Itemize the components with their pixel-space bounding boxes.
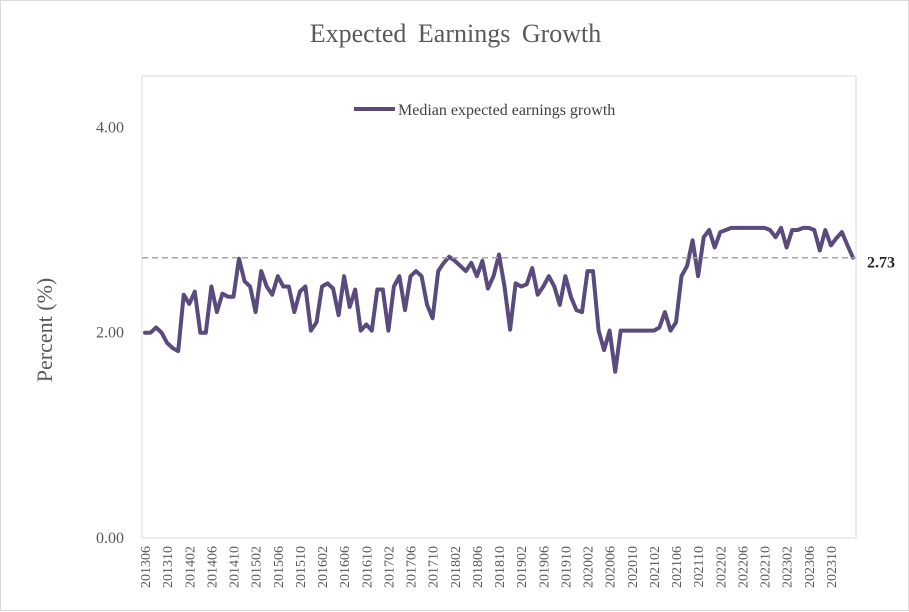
plot-area-group bbox=[141, 75, 857, 539]
x-tick-label: 202106 bbox=[670, 546, 685, 588]
x-tick-label: 201510 bbox=[294, 546, 309, 588]
series-group bbox=[143, 225, 855, 374]
x-tick-label: 201610 bbox=[360, 546, 375, 588]
chart-title: Expected Earnings Growth bbox=[309, 19, 602, 48]
x-tick-label: 201906 bbox=[537, 546, 552, 588]
x-tick-label: 202006 bbox=[604, 546, 619, 588]
y-tick-labels: 0.00 2.00 4.00 bbox=[96, 119, 124, 547]
reference-value-label: 2.73 bbox=[867, 255, 895, 272]
x-tick-label: 201506 bbox=[272, 546, 287, 588]
x-tick-label: 201810 bbox=[493, 546, 508, 588]
y-tick-label: 2.00 bbox=[96, 325, 124, 342]
y-tick-label: 4.00 bbox=[96, 119, 124, 136]
y-tick-label: 0.00 bbox=[96, 530, 124, 547]
x-tick-label: 202302 bbox=[781, 546, 796, 588]
x-tick-label: 201306 bbox=[139, 546, 154, 588]
x-tick-label: 201710 bbox=[427, 546, 442, 588]
x-tick-label: 202210 bbox=[759, 546, 774, 588]
x-tick-label: 201402 bbox=[183, 546, 198, 588]
x-tick-label: 202010 bbox=[626, 546, 641, 588]
x-tick-label: 201806 bbox=[471, 546, 486, 588]
x-tick-labels: 201306 201310 201402 201406 201410 201502 2015… bbox=[139, 546, 840, 588]
x-tick-label: 201706 bbox=[405, 546, 420, 588]
x-tick-label: 202310 bbox=[825, 546, 840, 588]
x-tick-label: 201702 bbox=[382, 546, 397, 588]
x-tick-label: 202002 bbox=[582, 546, 597, 588]
x-tick-label: 201406 bbox=[205, 546, 220, 588]
x-tick-label: 202110 bbox=[692, 546, 707, 587]
x-tick-label: 201802 bbox=[449, 546, 464, 588]
x-tick-label: 202102 bbox=[648, 546, 663, 588]
x-tick-label: 201910 bbox=[559, 546, 574, 588]
x-tick-label: 201606 bbox=[338, 546, 353, 588]
x-tick-label: 201310 bbox=[161, 546, 176, 588]
x-tick-label: 201602 bbox=[316, 546, 331, 588]
x-tick-label: 201502 bbox=[250, 546, 265, 588]
x-tick-label: 202306 bbox=[803, 546, 818, 588]
x-tick-label: 201410 bbox=[228, 546, 243, 588]
x-tick-label: 201902 bbox=[515, 546, 530, 588]
annotation-group: 2.73 bbox=[142, 255, 895, 272]
plot-area bbox=[141, 75, 857, 539]
legend: Median expected earnings growth bbox=[354, 102, 615, 119]
x-tick-label: 202202 bbox=[714, 546, 729, 588]
x-tick-label: 202206 bbox=[736, 546, 751, 588]
series-line bbox=[143, 225, 855, 374]
legend-label: Median expected earnings growth bbox=[398, 102, 615, 119]
